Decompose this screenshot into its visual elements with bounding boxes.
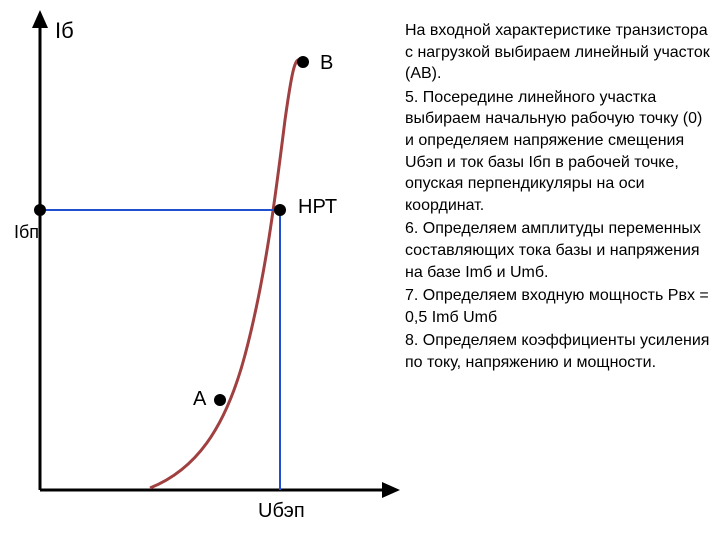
paragraph-4: 7. Определяем входную мощность Pвх = 0,5… bbox=[405, 285, 710, 328]
x-tick-label: Uбэп bbox=[258, 500, 305, 523]
y-axis-label: Iб bbox=[55, 18, 74, 44]
label-b: В bbox=[320, 52, 333, 75]
y-tick-label: Iбп bbox=[14, 222, 39, 243]
point-nrt bbox=[274, 204, 286, 216]
y-axis-arrow bbox=[32, 10, 48, 28]
x-axis-arrow bbox=[382, 482, 400, 498]
guide-horizontal bbox=[45, 209, 280, 211]
paragraph-5: 8. Определяем коэффициенты усиления по т… bbox=[405, 330, 710, 373]
paragraph-2: 5. Посередине линейного участка выбираем… bbox=[405, 87, 710, 217]
guide-vertical bbox=[279, 210, 281, 490]
point-b bbox=[297, 56, 309, 68]
point-y-tick bbox=[34, 204, 46, 216]
point-a bbox=[214, 394, 226, 406]
description-text: На входной характеристике транзистора с … bbox=[400, 0, 720, 540]
paragraph-3: 6. Определяем амплитуды переменных соста… bbox=[405, 218, 710, 283]
input-characteristic-curve bbox=[150, 60, 300, 488]
chart-area: Iб Iбп А НРТ В Uбэп bbox=[0, 0, 400, 540]
label-nrt: НРТ bbox=[298, 196, 337, 219]
chart-svg bbox=[0, 0, 400, 540]
paragraph-1: На входной характеристике транзистора с … bbox=[405, 20, 710, 85]
label-a: А bbox=[193, 388, 206, 411]
